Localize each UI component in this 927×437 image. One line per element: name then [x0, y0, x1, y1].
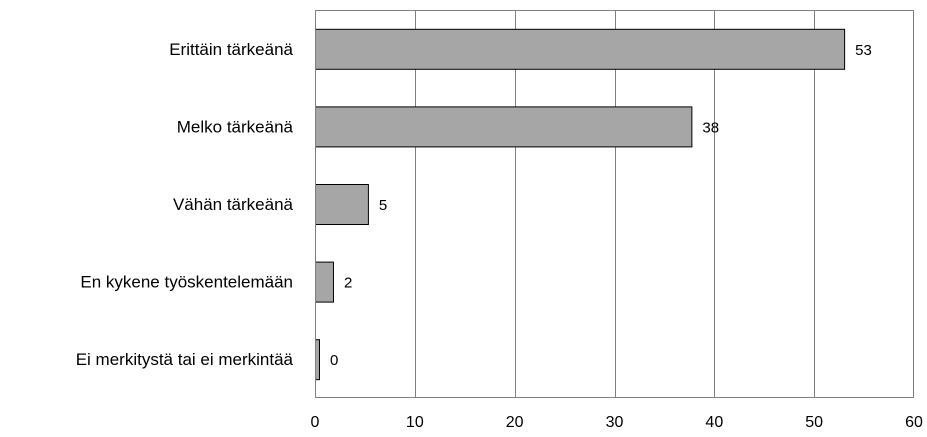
plot-area-frame: [315, 10, 914, 398]
category-label: Melko tärkeänä: [177, 117, 294, 136]
x-tick-label: 40: [705, 414, 723, 431]
value-label: 2: [344, 275, 352, 292]
value-label: 0: [330, 352, 338, 369]
x-tick-label: 60: [905, 414, 923, 431]
bar: [315, 184, 369, 225]
bar: [315, 28, 846, 70]
value-labels: 53 38 5 2 0: [330, 42, 872, 369]
x-tick-label: 30: [606, 414, 624, 431]
x-tick-label: 20: [506, 414, 524, 431]
value-label: 38: [702, 119, 719, 136]
gridlines: [415, 10, 815, 398]
category-label: En kykene työskentelemään: [80, 273, 293, 292]
value-label: 53: [855, 42, 872, 59]
category-label: Erittäin tärkeänä: [169, 40, 293, 59]
x-tick-labels: 0 10 20 30 40 50 60: [311, 414, 923, 431]
x-tick-label: 10: [406, 414, 424, 431]
category-label: Ei merkitystä tai ei merkintää: [76, 350, 294, 369]
x-tick-label: 0: [311, 414, 320, 431]
bar: [315, 339, 320, 381]
x-tick-label: 50: [805, 414, 823, 431]
value-label: 5: [379, 197, 387, 214]
category-label: Vähän tärkeänä: [173, 195, 294, 214]
bar: [315, 106, 693, 148]
bar: [315, 261, 334, 303]
bars: [315, 28, 846, 381]
category-labels: Erittäin tärkeänä Melko tärkeänä Vähän tär…: [76, 40, 294, 369]
